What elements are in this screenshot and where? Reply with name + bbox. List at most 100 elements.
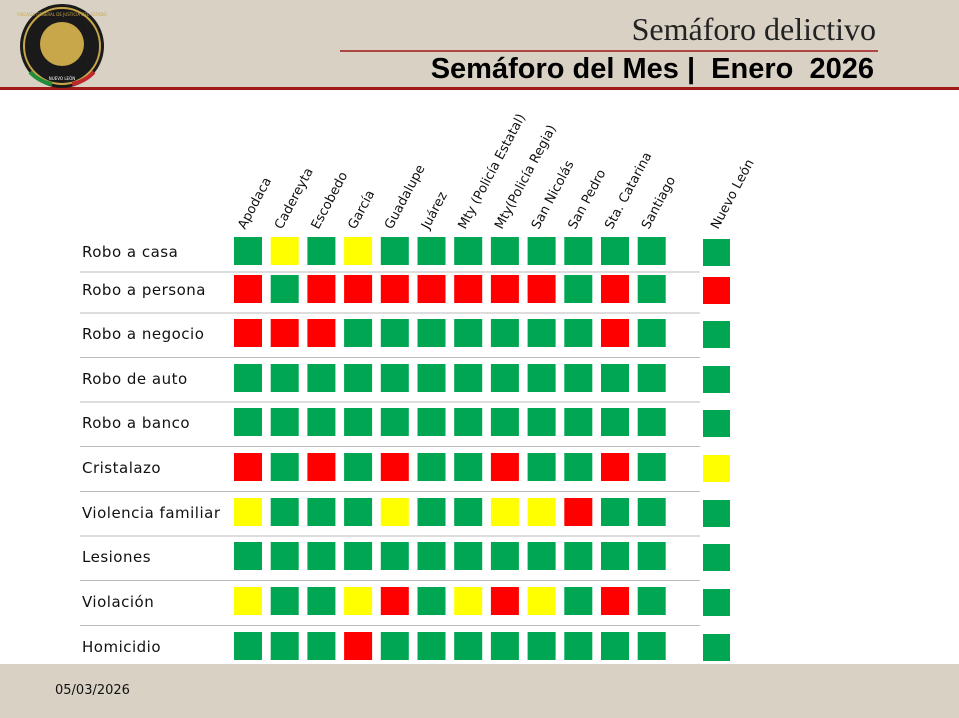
- status-cell: [490, 453, 519, 481]
- status-cell: [564, 319, 593, 347]
- total-status-cell: [703, 366, 730, 393]
- row-label: Homicidio: [82, 638, 161, 656]
- status-cell: [564, 275, 593, 303]
- status-cell: [380, 408, 409, 436]
- status-cell: [417, 408, 446, 436]
- status-cell: [234, 498, 262, 526]
- header-rule: [0, 87, 959, 90]
- status-cell: [307, 275, 336, 303]
- total-status-cell: [703, 410, 730, 437]
- status-cell: [270, 237, 299, 265]
- status-cell: [490, 408, 519, 436]
- status-cell: [564, 237, 593, 265]
- status-cell: [601, 319, 629, 347]
- status-cell: [454, 587, 483, 615]
- status-cell: [417, 364, 446, 392]
- status-cell: [344, 632, 373, 660]
- total-status-cell: [703, 239, 730, 266]
- row-label: Violación: [82, 593, 154, 611]
- status-cell: [454, 632, 483, 660]
- status-cell: [564, 364, 593, 392]
- total-status-cell: [703, 634, 730, 661]
- status-cell: [344, 498, 373, 526]
- status-cell: [454, 364, 483, 392]
- status-cell: [417, 319, 446, 347]
- status-cell: [637, 408, 666, 436]
- status-cell: [417, 237, 446, 265]
- status-cell: [527, 632, 556, 660]
- status-cell: [601, 408, 629, 436]
- footer-band: [0, 664, 959, 718]
- status-cell: [601, 237, 629, 265]
- status-cell: [270, 632, 299, 660]
- status-cell: [454, 237, 483, 265]
- row-label: Violencia familiar: [82, 504, 221, 522]
- status-cell: [417, 453, 446, 481]
- status-cell: [380, 542, 409, 570]
- status-cell: [270, 453, 299, 481]
- status-cell: [234, 364, 262, 392]
- column-label: Nuevo León: [708, 157, 757, 232]
- status-cell: [270, 364, 299, 392]
- row-label: Robo a casa: [82, 243, 178, 261]
- status-cell: [307, 319, 336, 347]
- status-cell: [454, 408, 483, 436]
- row-label: Cristalazo: [82, 459, 161, 477]
- status-cell: [490, 542, 519, 570]
- status-cell: [417, 498, 446, 526]
- status-cell: [234, 275, 262, 303]
- status-cell: [344, 587, 373, 615]
- status-cell: [564, 498, 593, 526]
- status-cell: [564, 453, 593, 481]
- status-cell: [307, 542, 336, 570]
- status-cell: [601, 453, 629, 481]
- column-label: Juárez: [418, 189, 451, 232]
- status-cell: [454, 542, 483, 570]
- status-cell: [490, 275, 519, 303]
- status-cell: [344, 237, 373, 265]
- status-cell: [344, 453, 373, 481]
- total-status-cell: [703, 455, 730, 482]
- row-label: Robo de auto: [82, 370, 188, 388]
- status-cell: [380, 319, 409, 347]
- status-cell: [490, 498, 519, 526]
- status-cell: [490, 319, 519, 347]
- status-cell: [234, 237, 262, 265]
- status-cell: [490, 237, 519, 265]
- status-cell: [307, 498, 336, 526]
- status-cell: [234, 319, 262, 347]
- status-cell: [454, 453, 483, 481]
- status-cell: [344, 319, 373, 347]
- column-label: Mty (Policía Estatal): [455, 111, 529, 231]
- status-cell: [417, 587, 446, 615]
- status-cell: [380, 587, 409, 615]
- status-cell: [490, 587, 519, 615]
- status-cell: [380, 632, 409, 660]
- logo: FISCALÍA GENERAL DE JUSTICIA DEL ESTADO …: [17, 4, 107, 88]
- total-status-cell: [703, 321, 730, 348]
- status-cell: [234, 632, 262, 660]
- status-cell: [564, 632, 593, 660]
- status-cell: [601, 364, 629, 392]
- status-cell: [490, 364, 519, 392]
- status-cell: [344, 408, 373, 436]
- status-cell: [637, 632, 666, 660]
- status-cell: [601, 498, 629, 526]
- column-label: Escobedo: [309, 170, 352, 232]
- status-cell: [527, 542, 556, 570]
- status-cell: [307, 237, 336, 265]
- logo-text: NUEVO LEÓN: [49, 76, 75, 81]
- status-cell: [380, 237, 409, 265]
- status-cell: [454, 498, 483, 526]
- status-cell: [380, 453, 409, 481]
- status-cell: [380, 275, 409, 303]
- status-cell: [601, 275, 629, 303]
- status-cell: [527, 275, 556, 303]
- status-cell: [601, 632, 629, 660]
- logo-text: FISCALÍA GENERAL DE JUSTICIA DEL ESTADO: [17, 12, 106, 17]
- status-cell: [564, 587, 593, 615]
- column-label: Santiago: [639, 174, 679, 232]
- status-cell: [454, 319, 483, 347]
